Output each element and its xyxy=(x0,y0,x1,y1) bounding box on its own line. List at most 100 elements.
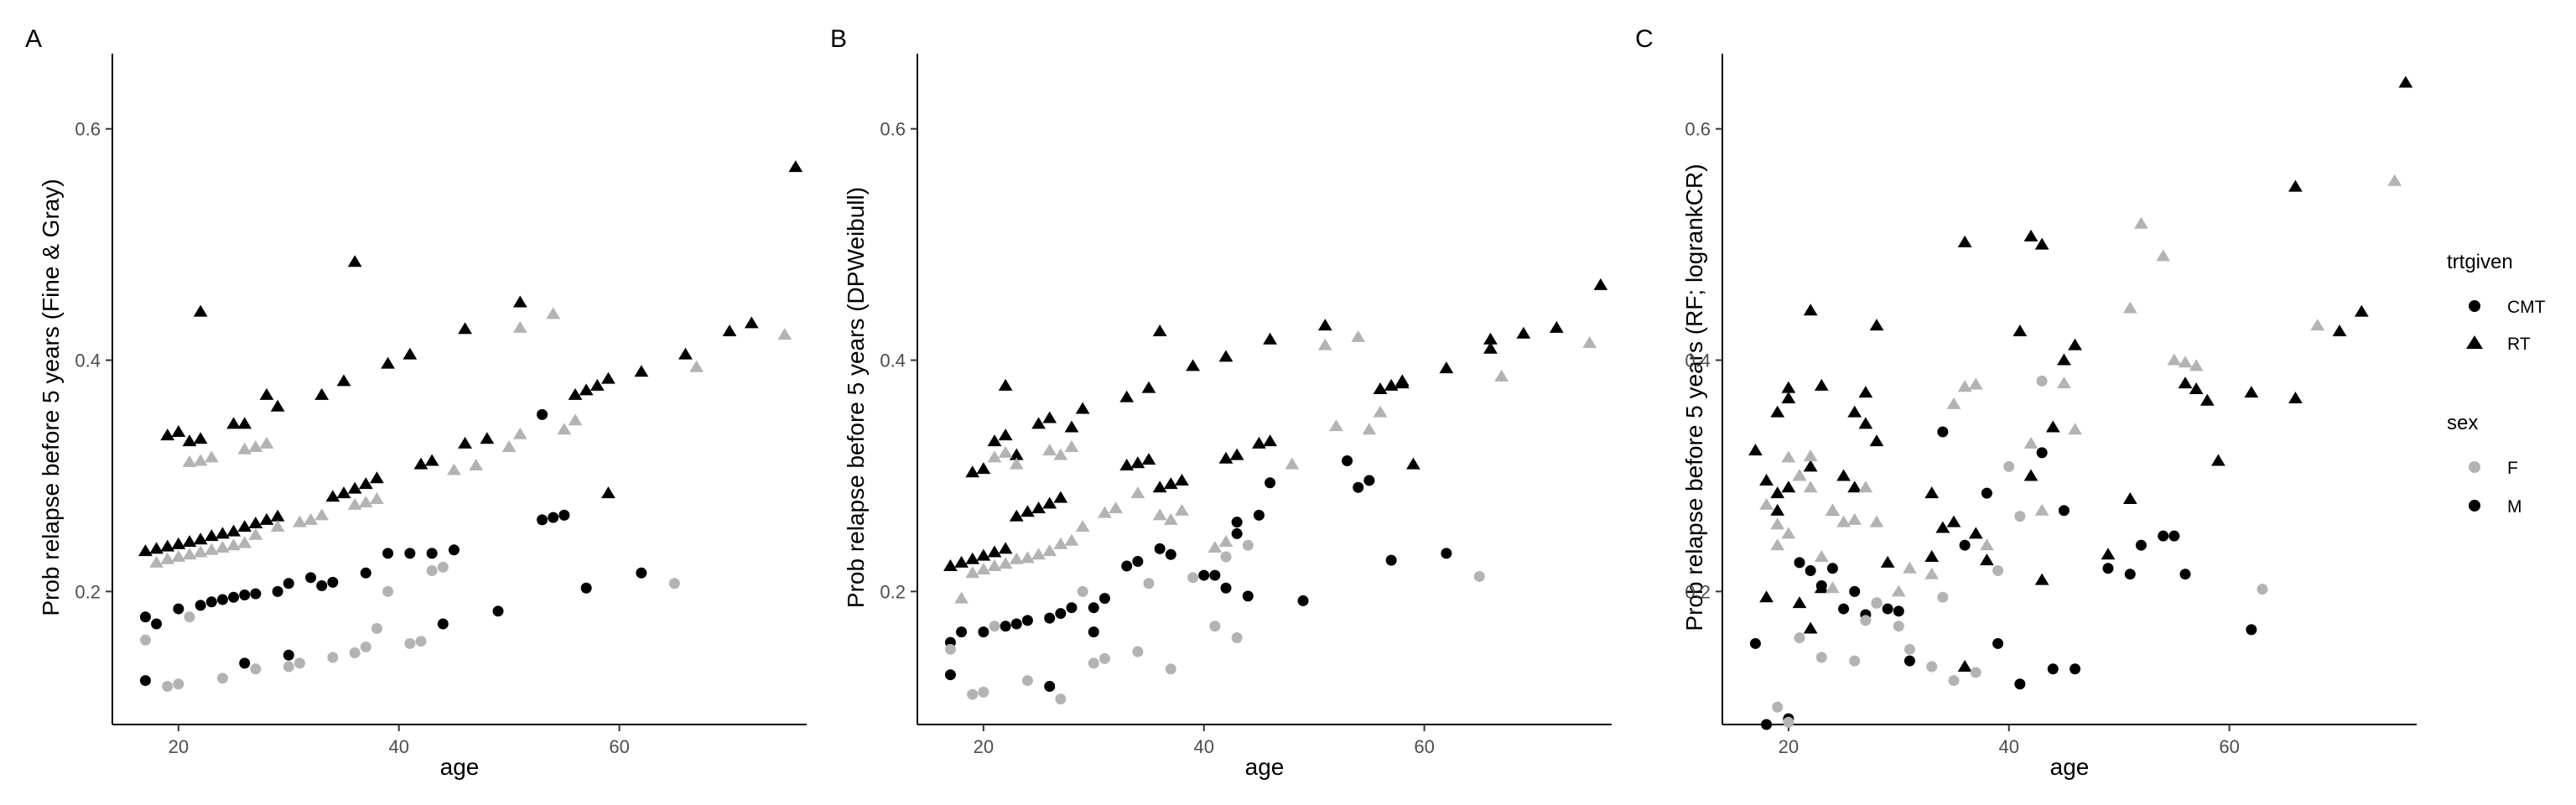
data-point-rt-m xyxy=(1759,590,1774,603)
data-point-rt-m xyxy=(965,552,980,564)
data-point-rt-f xyxy=(965,566,980,579)
data-point-rt-m xyxy=(1252,436,1266,449)
data-point-cmt-f xyxy=(162,680,174,692)
data-point-cmt-m xyxy=(492,605,504,617)
data-point-rt-m xyxy=(987,434,1002,447)
data-point-rt-f xyxy=(2023,436,2038,449)
data-point-rt-m xyxy=(2057,353,2071,366)
data-point-rt-m xyxy=(601,371,615,384)
data-point-rt-m xyxy=(965,465,980,478)
x-axis-title: age xyxy=(1245,754,1285,780)
data-point-rt-m xyxy=(1009,509,1024,522)
data-point-rt-f xyxy=(149,555,164,568)
data-point-rt-f xyxy=(237,536,252,548)
data-point-rt-f xyxy=(777,328,792,340)
data-point-rt-m xyxy=(1593,278,1608,290)
data-point-rt-m xyxy=(1803,460,1818,472)
data-point-rt-m xyxy=(2023,469,2038,481)
data-point-rt-m xyxy=(2332,325,2347,337)
data-point-cmt-f xyxy=(1794,632,1805,644)
data-point-cmt-m xyxy=(1121,560,1133,572)
legend-title-trtgiven: trtgiven xyxy=(2447,251,2513,273)
data-point-rt-m xyxy=(1803,304,1818,316)
data-point-cmt-f xyxy=(327,652,339,663)
data-point-rt-f xyxy=(2057,377,2071,389)
data-point-rt-f xyxy=(370,492,384,505)
data-point-rt-m xyxy=(1119,390,1135,402)
data-point-rt-m xyxy=(987,545,1002,558)
data-point-rt-f xyxy=(1770,538,1785,551)
data-point-rt-m xyxy=(601,486,615,499)
data-point-rt-m xyxy=(1483,332,1498,345)
data-point-rt-f xyxy=(1770,517,1785,530)
data-point-rt-f xyxy=(171,550,186,562)
data-point-cmt-m xyxy=(1253,509,1265,521)
data-point-rt-f xyxy=(469,459,484,471)
data-point-rt-m xyxy=(1384,378,1399,391)
data-point-rt-f xyxy=(689,360,704,372)
data-point-cmt-m xyxy=(2168,530,2180,542)
data-point-cmt-m xyxy=(316,579,328,591)
data-point-cmt-m xyxy=(1794,557,1805,569)
data-point-rt-m xyxy=(370,471,384,484)
data-point-cmt-m xyxy=(1749,637,1761,649)
data-point-rt-f xyxy=(1946,397,1961,409)
data-point-rt-f xyxy=(1163,512,1178,525)
data-point-rt-m xyxy=(1781,392,1796,404)
data-point-cmt-f xyxy=(944,643,956,655)
data-point-cmt-m xyxy=(944,669,956,681)
data-point-rt-m xyxy=(2012,325,2028,337)
data-point-rt-m xyxy=(1836,469,1851,481)
data-point-cmt-m xyxy=(2047,663,2059,675)
data-point-cmt-m xyxy=(1882,603,1893,615)
data-point-rt-f xyxy=(1759,497,1774,510)
data-point-rt-m xyxy=(1880,555,1895,568)
data-point-rt-m xyxy=(1770,405,1785,418)
y-tick-label: 0.4 xyxy=(880,351,906,371)
data-point-rt-f xyxy=(1009,457,1024,470)
data-point-rt-m xyxy=(788,160,803,173)
data-point-cmt-m xyxy=(272,585,283,597)
data-point-cmt-f xyxy=(1893,621,1904,632)
x-tick-label: 40 xyxy=(1193,736,1213,757)
data-point-rt-m xyxy=(1858,417,1873,429)
data-point-cmt-m xyxy=(250,588,262,600)
y-axis-title: Prob relapse before 5 years (DPWeibull) xyxy=(843,187,869,608)
data-point-rt-f xyxy=(347,497,362,510)
data-point-rt-m xyxy=(2199,393,2215,406)
data-point-rt-m xyxy=(2178,377,2193,389)
data-point-cmt-m xyxy=(1761,719,1773,730)
data-point-rt-m xyxy=(1064,420,1079,433)
data-point-cmt-m xyxy=(1231,517,1243,528)
data-point-rt-m xyxy=(512,295,527,308)
data-point-rt-m xyxy=(480,432,495,444)
data-point-rt-f xyxy=(1826,503,1840,516)
data-point-cmt-f xyxy=(1187,572,1199,584)
data-point-cmt-f xyxy=(415,636,427,647)
data-point-rt-f xyxy=(1329,419,1343,432)
data-point-cmt-m xyxy=(1021,615,1033,626)
data-point-rt-m xyxy=(413,457,428,470)
x-tick-label: 60 xyxy=(1414,736,1434,757)
data-point-cmt-m xyxy=(448,544,460,556)
data-point-rt-m xyxy=(1130,456,1145,469)
data-point-cmt-f xyxy=(989,621,1000,632)
x-tick-label: 60 xyxy=(609,736,629,757)
data-point-cmt-m xyxy=(558,509,570,521)
data-point-rt-f xyxy=(512,427,527,439)
data-point-rt-f xyxy=(314,508,330,521)
data-point-rt-f xyxy=(304,512,318,525)
data-point-cmt-m xyxy=(1231,527,1243,539)
data-point-rt-m xyxy=(1439,361,1454,374)
data-point-rt-f xyxy=(1130,486,1145,499)
data-point-rt-m xyxy=(2101,548,2116,560)
data-point-rt-m xyxy=(381,356,395,369)
data-point-rt-f xyxy=(1064,439,1079,452)
data-point-rt-m xyxy=(1924,550,1940,562)
data-point-rt-m xyxy=(2288,179,2303,192)
data-point-rt-m xyxy=(2023,229,2038,242)
data-point-cmt-m xyxy=(1959,539,1971,551)
data-point-cmt-f xyxy=(382,585,394,597)
data-point-rt-f xyxy=(259,436,274,449)
data-point-rt-f xyxy=(1781,450,1796,463)
